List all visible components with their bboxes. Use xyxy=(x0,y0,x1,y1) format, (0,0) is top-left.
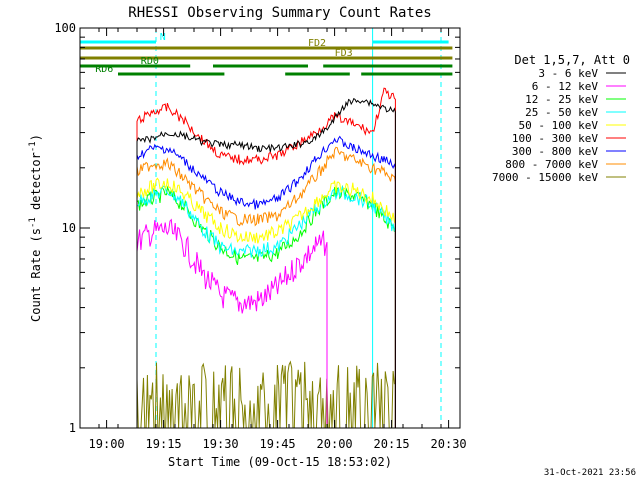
series-group xyxy=(136,218,328,428)
y-tick-label: 100 xyxy=(54,21,76,35)
flag-bar-label: RD6 xyxy=(95,64,113,75)
series-group xyxy=(136,360,395,429)
legend-label: 7000 - 15000 keV xyxy=(492,171,598,184)
legend-label: 300 - 800 keV xyxy=(512,145,598,158)
x-tick-label: 20:15 xyxy=(374,437,410,451)
y-tick-label: 1 xyxy=(69,421,76,435)
flag-bar-label: FD2 xyxy=(308,38,326,49)
flag-bar-label: N xyxy=(160,32,166,43)
y-axis-label-main: Count Rate (s xyxy=(29,228,43,322)
series-line xyxy=(136,360,395,429)
series-line xyxy=(136,146,396,428)
series-group xyxy=(136,184,396,428)
x-axis: 19:00 19:15 19:30 19:45 20:00 20:15 20:30 xyxy=(79,28,467,451)
series-line xyxy=(136,135,396,428)
series-line xyxy=(136,185,396,428)
series-line xyxy=(136,177,396,428)
legend-label: 25 - 50 keV xyxy=(525,106,598,119)
y-axis: 1 10 100 xyxy=(54,21,460,435)
chart-title: RHESSI Observing Summary Count Rates xyxy=(128,5,431,21)
series-line xyxy=(136,218,328,428)
legend-label: 6 - 12 keV xyxy=(532,80,599,93)
series-group xyxy=(136,87,396,428)
y-axis-label-mid: detector xyxy=(29,152,43,217)
legend-label: 12 - 25 keV xyxy=(525,93,598,106)
x-tick-label: 19:30 xyxy=(203,437,239,451)
x-tick-label: 20:30 xyxy=(431,437,467,451)
series-line xyxy=(136,97,396,428)
y-axis-label-exp1: -1 xyxy=(28,217,38,228)
y-axis-label: Count Rate (s-1 detector-1) xyxy=(28,134,43,322)
legend-label: 3 - 6 keV xyxy=(538,67,598,80)
series-group xyxy=(136,97,396,428)
plot-area: N FD2 FD3 RD0 RD6 xyxy=(79,28,453,429)
legend-label: 50 - 100 keV xyxy=(519,119,599,132)
series-line xyxy=(136,87,396,428)
x-tick-label: 20:00 xyxy=(317,437,353,451)
series-line xyxy=(136,184,396,428)
x-axis-label: Start Time (09-Oct-15 18:53:02) xyxy=(168,455,392,469)
legend-label: 800 - 7000 keV xyxy=(505,158,598,171)
y-axis-label-end: ) xyxy=(29,134,43,141)
series-group xyxy=(136,146,396,428)
x-tick-label: 19:15 xyxy=(146,437,182,451)
y-axis-label-exp2: -1 xyxy=(28,141,38,152)
series-group xyxy=(136,135,396,428)
flag-bar-label: FD3 xyxy=(335,48,353,59)
legend-header: Det 1,5,7, Att 0 xyxy=(514,53,630,67)
timestamp: 31-Oct-2021 23:56 xyxy=(544,468,636,478)
x-tick-label: 19:45 xyxy=(260,437,296,451)
series-group xyxy=(136,177,396,428)
y-tick-label: 10 xyxy=(62,221,76,235)
flag-bar-label: RD0 xyxy=(141,56,159,67)
series-group xyxy=(136,185,396,428)
x-tick-label: 19:00 xyxy=(89,437,125,451)
legend-label: 100 - 300 keV xyxy=(512,132,598,145)
